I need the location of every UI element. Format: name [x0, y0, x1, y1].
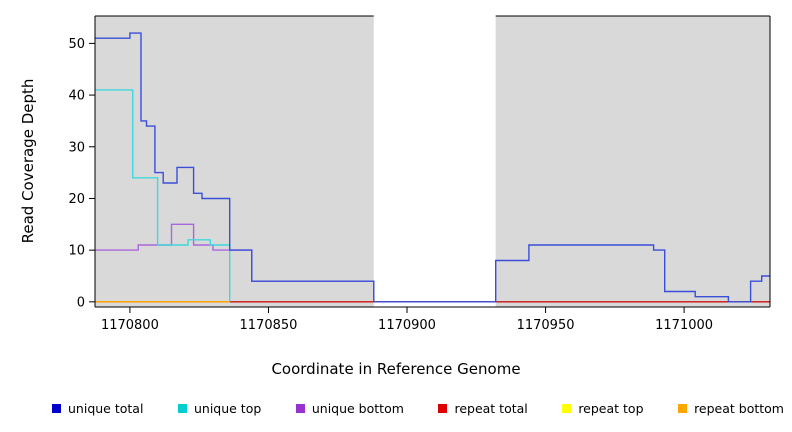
x-tick-label: 1170900 [378, 318, 436, 333]
legend-item-unique-total: unique total [52, 401, 143, 416]
legend-swatch-icon [177, 404, 187, 413]
y-tick-label: 20 [68, 192, 85, 207]
x-tick-label: 1170950 [517, 318, 575, 333]
legend-item-unique-bottom: unique bottom [295, 401, 404, 416]
legend-label: repeat top [578, 401, 644, 416]
y-tick-label: 50 [68, 37, 85, 52]
x-tick-label: 1170800 [101, 318, 159, 333]
legend-swatch-icon [562, 404, 572, 413]
legend-swatch-icon [295, 404, 305, 413]
y-tick-label: 40 [68, 89, 85, 104]
legend-swatch-icon [438, 404, 448, 413]
plot-background-region [495, 16, 770, 307]
legend-item-repeat-total: repeat total [438, 401, 528, 416]
legend-label: unique bottom [311, 401, 404, 416]
y-tick-label: 30 [68, 140, 85, 155]
y-tick-label: 0 [77, 295, 85, 310]
legend-item-repeat-top: repeat top [562, 401, 644, 416]
x-axis-title: Coordinate in Reference Genome [271, 360, 521, 378]
legend-swatch-icon [52, 404, 61, 413]
legend-item-repeat-bottom: repeat bottom [678, 401, 784, 416]
legend-swatch-icon [678, 404, 688, 413]
legend-label: unique top [193, 401, 262, 416]
legend: unique total unique top unique bottom repea… [52, 401, 784, 416]
series-unique-total [95, 32, 770, 303]
y-axis-title: Read Coverage Depth [19, 78, 37, 244]
x-tick-label: 1171000 [655, 318, 713, 333]
y-tick-label: 10 [68, 244, 85, 259]
plot-background-region [95, 16, 374, 307]
legend-label: unique total [68, 401, 144, 416]
legend-item-unique-top: unique top [177, 401, 262, 416]
legend-label: repeat bottom [694, 401, 784, 416]
plot-canvas: 1170800 1170850 1170900 1170950 1171000 0 10 20… [68, 15, 771, 333]
x-tick-label: 1170850 [240, 318, 298, 333]
series-unique-top [95, 89, 231, 302]
legend-label: repeat total [454, 401, 528, 416]
